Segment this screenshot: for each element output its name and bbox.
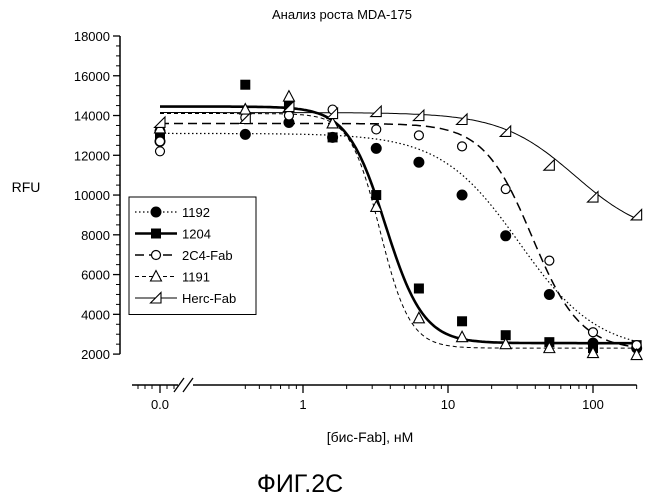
data-point-1191 [283, 91, 294, 102]
data-point-1192 [414, 157, 424, 167]
x-axis: 0.0 1 10 100 [132, 378, 637, 412]
data-point-1192 [544, 289, 554, 299]
data-point-2c4-fab [589, 328, 598, 337]
legend-label: 1204 [182, 227, 211, 242]
data-point-herc-fab [155, 117, 166, 128]
data-point-1192 [501, 231, 511, 241]
legend-label: 1192 [182, 205, 210, 220]
y-tick-label: 6000 [81, 268, 110, 283]
axis-break-mark [183, 378, 193, 392]
data-point-2c4-fab [372, 125, 381, 134]
y-tick-label: 8000 [81, 228, 110, 243]
x-tick-label: 100 [582, 397, 604, 412]
figure-caption: ФИГ.2С [257, 470, 343, 498]
data-point-2c4-fab [501, 185, 510, 194]
data-point-1204 [371, 190, 381, 200]
y-tick-label: 18000 [74, 29, 110, 44]
data-point-herc-fab [588, 192, 599, 203]
legend-label: 2C4-Fab [182, 248, 233, 263]
x-tick-label: 10 [441, 397, 455, 412]
legend-marker-2c4-fab [152, 251, 161, 260]
data-point-2c4-fab [545, 256, 554, 265]
data-point-2c4-fab [458, 142, 467, 151]
data-point-2c4-fab [414, 131, 423, 140]
y-tick-label: 10000 [74, 188, 110, 203]
legend-label: Herc-Fab [182, 291, 236, 306]
data-point-1192 [371, 143, 381, 153]
data-point-1204 [328, 132, 338, 142]
data-point-herc-fab [544, 160, 555, 171]
y-tick-label: 2000 [81, 347, 110, 362]
data-point-1204 [240, 80, 250, 90]
data-point-1191 [457, 331, 468, 342]
x-tick-label: 1 [299, 397, 306, 412]
y-tick-label: 12000 [74, 148, 110, 163]
legend-marker-1192 [151, 207, 161, 217]
y-axis: 2000 4000 6000 8000 10000 12000 14000 16000 1800… [74, 29, 120, 362]
legend: 1192 1204 2C4-Fab 1191 Herc-Fab [129, 197, 256, 315]
data-point-1192 [457, 190, 467, 200]
data-point-herc-fab [371, 106, 382, 117]
x-tick-label: 0.0 [151, 397, 169, 412]
x-axis-label: [бис-Fab], нМ [327, 429, 414, 445]
chart-title: Анализ роста MDA-175 [272, 7, 412, 22]
data-point-1191 [240, 104, 251, 115]
legend-marker-1204 [151, 229, 161, 239]
y-tick-label: 14000 [74, 109, 110, 124]
y-tick-label: 4000 [81, 307, 110, 322]
y-tick-label: 16000 [74, 69, 110, 84]
data-point-2c4-fab [284, 111, 293, 120]
legend-label: 1191 [182, 270, 210, 285]
data-point-herc-fab [457, 114, 468, 125]
y-axis-label: RFU [12, 179, 41, 195]
data-point-1204 [457, 316, 467, 326]
data-point-1192 [240, 129, 250, 139]
data-point-2c4-fab [156, 137, 165, 146]
data-point-1204 [414, 283, 424, 293]
data-point-herc-fab [631, 209, 642, 220]
data-point-2c4-fab [156, 147, 165, 156]
data-point-herc-fab [413, 110, 424, 121]
